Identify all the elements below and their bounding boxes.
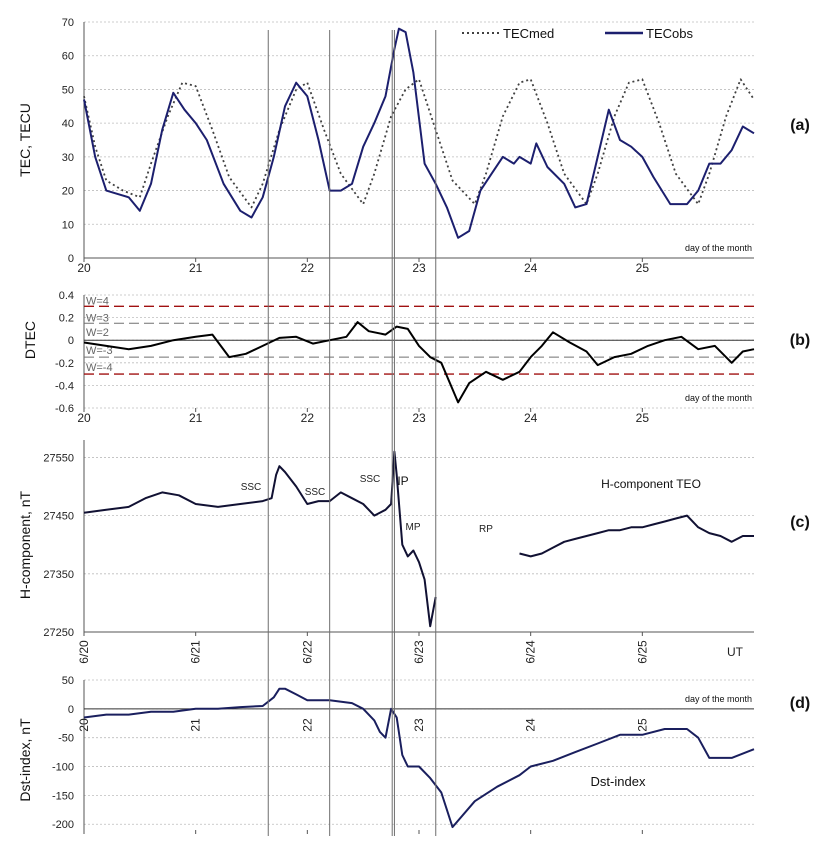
x-tick-label: 20	[77, 411, 91, 425]
annotation: SSC	[360, 474, 381, 485]
x-axis-note: day of the month	[685, 694, 752, 704]
y-tick-label: -100	[52, 762, 74, 774]
panel-label: (a)	[790, 117, 810, 134]
series-line-tecobs	[83, 27, 755, 239]
legend-label: TECmed	[503, 26, 554, 41]
x-tick-label: 21	[189, 261, 203, 275]
series-line-tecmed	[83, 78, 755, 209]
y-tick-label: 0.2	[59, 313, 74, 325]
y-tick-label: -200	[52, 819, 74, 831]
x-tick-label: 6/24	[524, 640, 538, 664]
series-line-dst-index	[83, 687, 755, 829]
annotation: RP	[479, 524, 493, 535]
y-axis-label: H-component, nT	[17, 490, 33, 599]
x-tick-label: 22	[301, 261, 315, 275]
x-axis-note: UT	[727, 645, 744, 659]
x-tick-label: 22	[301, 411, 315, 425]
x-tick-label: 24	[524, 718, 538, 732]
x-tick-label: 25	[636, 411, 650, 425]
x-tick-label: 25	[635, 718, 649, 732]
x-tick-label: 6/20	[77, 640, 91, 664]
panel-label: (c)	[790, 514, 810, 531]
annotation: H-component TEO	[601, 477, 701, 491]
y-tick-label: -50	[58, 733, 74, 745]
y-tick-label: 20	[62, 186, 74, 198]
y-tick-label: 27450	[43, 511, 74, 523]
series-line-h-component-teo	[519, 514, 754, 558]
y-tick-label: 0	[68, 253, 74, 265]
y-tick-label: 60	[62, 51, 74, 63]
x-tick-label: 20	[77, 261, 91, 275]
y-tick-label: 50	[62, 675, 74, 687]
y-tick-label: -0.4	[55, 380, 74, 392]
threshold-label: W=-4	[86, 362, 113, 374]
annotation: SSC	[241, 482, 262, 493]
x-tick-label: 6/23	[412, 640, 426, 664]
y-axis-label: Dst-index, nT	[17, 718, 33, 802]
annotation: IP	[397, 474, 408, 488]
series-line-h-component-teo	[83, 450, 437, 628]
panel-label: (b)	[790, 332, 810, 349]
y-tick-label: -150	[52, 790, 74, 802]
x-tick-label: 23	[412, 411, 426, 425]
y-tick-label: 10	[62, 219, 74, 231]
x-tick-label: 6/25	[635, 640, 649, 664]
threshold-label: W=2	[86, 327, 109, 339]
y-tick-label: 40	[62, 118, 74, 130]
x-tick-label: 23	[412, 261, 426, 275]
y-tick-label: 50	[62, 84, 74, 96]
annotation: MP	[406, 522, 421, 533]
x-tick-label: 23	[412, 718, 426, 732]
y-tick-label: 70	[62, 17, 74, 29]
y-tick-label: -0.2	[55, 358, 74, 370]
threshold-label: W=4	[86, 295, 109, 307]
x-axis-note: day of the month	[685, 243, 752, 253]
panel-label: (d)	[790, 695, 810, 712]
annotation: SSC	[305, 487, 326, 498]
y-tick-label: 27550	[43, 452, 74, 464]
x-tick-label: 21	[189, 718, 203, 732]
y-tick-label: 30	[62, 152, 74, 164]
x-tick-label: 21	[189, 411, 203, 425]
x-tick-label: 25	[636, 261, 650, 275]
y-tick-label: -0.6	[55, 403, 74, 415]
threshold-label: W=3	[86, 312, 109, 324]
threshold-label: W=-3	[86, 345, 113, 357]
y-tick-label: 27350	[43, 569, 74, 581]
y-tick-label: 0	[68, 704, 74, 716]
y-tick-label: 0	[68, 335, 74, 347]
x-tick-label: 6/22	[300, 640, 314, 664]
y-axis-label: DTEC	[22, 321, 38, 359]
x-tick-label: 20	[77, 718, 91, 732]
y-axis-label: TEC, TECU	[17, 103, 33, 177]
y-tick-label: 0.4	[59, 290, 74, 302]
annotation: Dst-index	[591, 774, 646, 789]
x-tick-label: 24	[524, 411, 538, 425]
x-tick-label: 24	[524, 261, 538, 275]
series-line-dtec	[83, 321, 755, 404]
x-axis-note: day of the month	[685, 393, 752, 403]
x-tick-label: 22	[300, 718, 314, 732]
y-tick-label: 27250	[43, 627, 74, 639]
legend-label: TECobs	[646, 26, 693, 41]
x-tick-label: 6/21	[189, 640, 203, 664]
